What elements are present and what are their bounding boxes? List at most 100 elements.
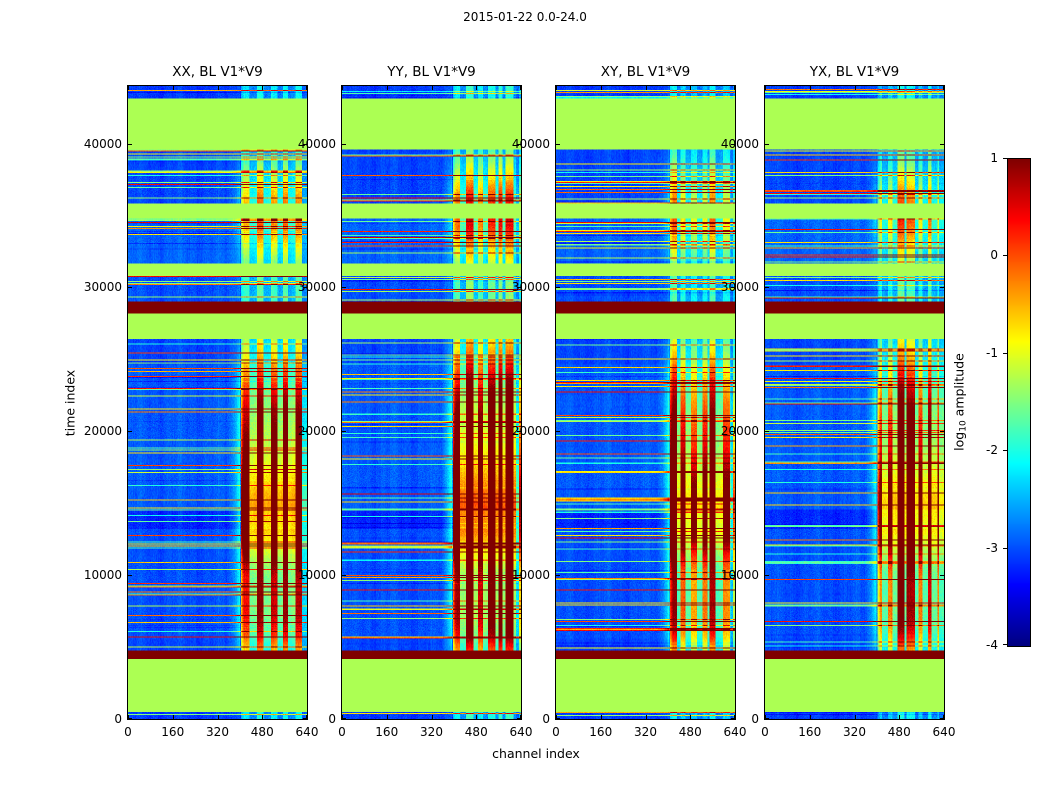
y-tick-label: 30000 xyxy=(720,280,759,295)
y-tick-mark-right xyxy=(940,143,944,145)
x-tick-mark xyxy=(262,715,264,719)
y-tick-mark-right xyxy=(303,287,307,289)
x-tick-label: 640 xyxy=(723,725,747,739)
colorbar-label-subscript: 10 xyxy=(958,419,969,432)
x-tick-label: 0 xyxy=(338,725,346,739)
y-tick-mark xyxy=(556,287,560,289)
y-tick-mark xyxy=(128,575,132,577)
x-tick-mark xyxy=(899,715,901,719)
y-tick-mark-right xyxy=(517,718,521,719)
y-tick-label: 0 xyxy=(114,712,122,726)
x-tick-mark xyxy=(476,715,478,719)
x-tick-mark xyxy=(600,715,602,719)
y-tick-mark-right xyxy=(303,143,307,145)
y-tick-mark xyxy=(556,143,560,145)
x-tick-mark xyxy=(854,715,856,719)
y-tick-mark xyxy=(556,718,560,719)
y-tick-label: 20000 xyxy=(83,424,122,439)
figure-suptitle: 2015-01-22 0.0-24.0 xyxy=(463,10,587,24)
colorbar-tick-mark xyxy=(1003,547,1007,549)
y-tick-mark xyxy=(128,143,132,145)
y-axis-label: time index xyxy=(62,369,78,436)
y-tick-mark-right xyxy=(940,431,944,433)
x-tick-label: 480 xyxy=(250,725,274,739)
x-tick-mark xyxy=(217,715,219,719)
y-tick-mark xyxy=(342,287,346,289)
colorbar-gradient xyxy=(1007,158,1031,647)
colorbar-tick-label: -3 xyxy=(986,540,998,555)
x-tick-mark-top xyxy=(734,86,735,90)
x-tick-label: 320 xyxy=(843,725,866,739)
x-tick-mark xyxy=(431,715,433,719)
subplot-title-yx: YX, BL V1*V9 xyxy=(809,64,900,80)
y-tick-mark xyxy=(342,431,346,433)
x-tick-mark-top xyxy=(431,86,433,90)
y-tick-label: 10000 xyxy=(511,568,550,583)
x-tick-label: 320 xyxy=(634,725,657,739)
y-tick-mark xyxy=(765,143,769,145)
y-tick-label: 40000 xyxy=(511,136,550,151)
colorbar-tick-mark xyxy=(1003,644,1007,645)
x-tick-mark xyxy=(520,715,521,719)
y-tick-mark xyxy=(765,287,769,289)
colorbar-tick-mark xyxy=(1003,158,1007,159)
x-tick-label: 160 xyxy=(589,725,613,739)
y-tick-label: 30000 xyxy=(511,280,550,295)
colorbar xyxy=(1007,158,1031,647)
y-tick-mark-right xyxy=(940,575,944,577)
subplot-title-yy: YY, BL V1*V9 xyxy=(387,64,476,80)
x-tick-label: 0 xyxy=(124,725,132,739)
x-tick-label: 640 xyxy=(932,725,956,739)
y-tick-label: 10000 xyxy=(297,568,336,583)
y-tick-label: 30000 xyxy=(297,280,336,295)
y-tick-label: 30000 xyxy=(83,280,122,295)
y-tick-mark-right xyxy=(731,287,735,289)
x-tick-label: 320 xyxy=(420,725,443,739)
x-tick-label: 160 xyxy=(798,725,822,739)
x-tick-mark-top xyxy=(476,86,478,90)
x-tick-mark-top xyxy=(809,86,811,90)
colorbar-tick-label: -4 xyxy=(986,638,998,652)
x-tick-mark-top xyxy=(645,86,647,90)
x-tick-mark xyxy=(809,715,811,719)
x-tick-mark-top xyxy=(556,86,557,90)
colorbar-tick-mark xyxy=(1003,352,1007,354)
x-tick-label: 160 xyxy=(161,725,185,739)
x-tick-mark xyxy=(342,715,343,719)
y-tick-mark xyxy=(765,575,769,577)
y-tick-mark-right xyxy=(731,718,735,719)
y-tick-label: 20000 xyxy=(511,424,550,439)
x-tick-label: 0 xyxy=(761,725,769,739)
x-tick-mark xyxy=(128,715,129,719)
y-tick-label: 0 xyxy=(751,712,759,726)
x-tick-mark-top xyxy=(306,86,307,90)
x-tick-mark xyxy=(734,715,735,719)
colorbar-tick-label: -1 xyxy=(986,345,998,360)
x-tick-mark xyxy=(306,715,307,719)
waterfall-image-yx xyxy=(764,85,945,720)
y-tick-mark-right xyxy=(731,431,735,433)
x-axis-label: channel index xyxy=(492,746,580,761)
x-tick-label: 640 xyxy=(295,725,319,739)
x-tick-mark-top xyxy=(690,86,692,90)
y-tick-mark-right xyxy=(303,431,307,433)
x-tick-mark xyxy=(556,715,557,719)
x-tick-label: 640 xyxy=(509,725,533,739)
y-tick-mark xyxy=(765,718,769,719)
x-tick-mark xyxy=(690,715,692,719)
x-tick-mark-top xyxy=(854,86,856,90)
y-tick-mark-right xyxy=(303,575,307,577)
y-tick-label: 10000 xyxy=(83,568,122,583)
y-tick-mark-right xyxy=(517,575,521,577)
colorbar-label: log10 amplitude xyxy=(952,353,969,451)
y-tick-mark xyxy=(128,287,132,289)
x-tick-mark-top xyxy=(172,86,174,90)
y-tick-label: 20000 xyxy=(720,424,759,439)
subplot-xx: XX, BL V1*V9 xyxy=(127,64,308,720)
x-tick-label: 480 xyxy=(678,725,702,739)
y-tick-label: 40000 xyxy=(83,136,122,151)
y-tick-mark-right xyxy=(940,718,944,719)
x-tick-label: 160 xyxy=(375,725,399,739)
x-tick-label: 480 xyxy=(464,725,488,739)
